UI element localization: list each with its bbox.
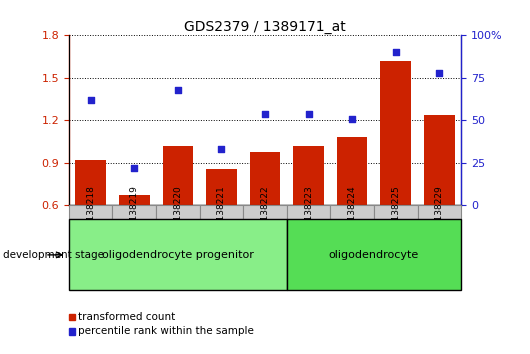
Point (392, 50, 400, 55)
Text: percentile rank within the sample: percentile rank within the sample (78, 326, 254, 336)
Bar (119, 195, 149, 205)
Text: GSM138218: GSM138218 (86, 185, 95, 240)
Bar (163, 146, 193, 205)
Point (174, 87, 182, 93)
Bar (287, 205, 330, 219)
Text: GSM138220: GSM138220 (173, 185, 182, 240)
Bar (206, 169, 237, 205)
Bar (200, 205, 243, 219)
Title: GDS2379 / 1389171_at: GDS2379 / 1389171_at (184, 21, 346, 34)
Point (130, 165, 138, 171)
Bar (112, 205, 156, 219)
Point (348, 116, 356, 121)
Bar (69, 314, 75, 320)
Bar (69, 219, 287, 290)
Text: GSM138219: GSM138219 (130, 185, 139, 240)
Text: GSM138222: GSM138222 (261, 185, 269, 240)
Text: GSM138225: GSM138225 (391, 185, 400, 240)
Bar (69, 328, 75, 335)
Point (86, 97, 95, 103)
Bar (287, 219, 461, 290)
Bar (381, 61, 411, 205)
Bar (75, 160, 106, 205)
Bar (424, 115, 455, 205)
Point (304, 111, 313, 116)
Bar (250, 152, 280, 205)
Text: oligodendrocyte: oligodendrocyte (329, 250, 419, 260)
Text: oligodendrocyte progenitor: oligodendrocyte progenitor (102, 250, 254, 260)
Text: transformed count: transformed count (78, 312, 175, 322)
Bar (293, 146, 324, 205)
Bar (69, 205, 112, 219)
Bar (156, 205, 200, 219)
Bar (418, 205, 461, 219)
Bar (243, 205, 287, 219)
Point (261, 111, 269, 116)
Bar (337, 137, 367, 205)
Text: development stage: development stage (3, 250, 104, 260)
Text: GSM138229: GSM138229 (435, 185, 444, 240)
Point (217, 147, 226, 152)
Text: GSM138224: GSM138224 (348, 185, 357, 240)
Bar (374, 205, 418, 219)
Text: GSM138221: GSM138221 (217, 185, 226, 240)
Bar (330, 205, 374, 219)
Text: GSM138223: GSM138223 (304, 185, 313, 240)
Point (435, 70, 444, 76)
